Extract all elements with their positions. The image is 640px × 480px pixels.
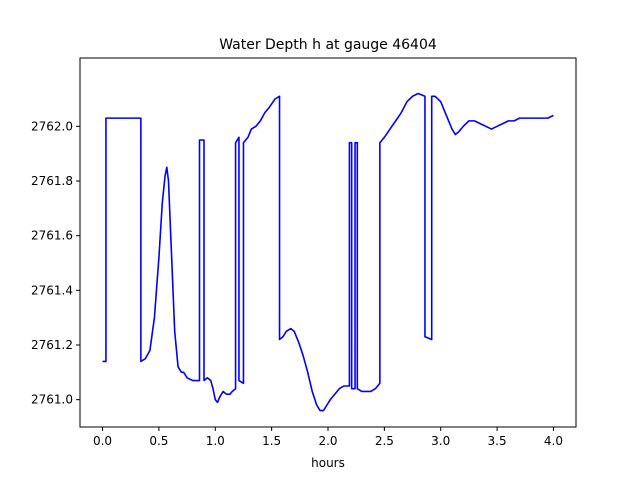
y-axis: 2761.0 2761.2 2761.4 2761.6 2761.8 2762.0 — [31, 119, 80, 407]
x-tick-label: 3.0 — [431, 434, 450, 448]
x-tick-label: 0.5 — [149, 434, 168, 448]
series-line-0 — [102, 92, 554, 412]
y-tick-label: 2761.6 — [31, 229, 73, 243]
chart-title: Water Depth h at gauge 46404 — [219, 37, 437, 53]
x-tick-label: 2.0 — [318, 434, 337, 448]
y-tick-label: 2761.2 — [31, 338, 73, 352]
y-tick-label: 2761.8 — [31, 174, 73, 188]
x-axis-label: hours — [311, 456, 345, 470]
y-tick-label: 2761.0 — [31, 393, 73, 407]
x-tick-label: 1.0 — [206, 434, 225, 448]
x-tick-label: 0.0 — [93, 434, 112, 448]
x-axis: 0.0 0.5 1.0 1.5 2.0 2.5 3.0 3.5 4.0 — [93, 427, 563, 448]
y-tick-label: 2761.4 — [31, 283, 73, 297]
y-tick-label: 2762.0 — [31, 119, 73, 133]
plot-background — [80, 58, 576, 427]
plot-area — [79, 57, 577, 428]
series-layer — [102, 92, 554, 412]
x-tick-label: 1.5 — [262, 434, 281, 448]
x-tick-label: 3.5 — [488, 434, 507, 448]
x-tick-label: 4.0 — [544, 434, 563, 448]
x-tick-label: 2.5 — [375, 434, 394, 448]
